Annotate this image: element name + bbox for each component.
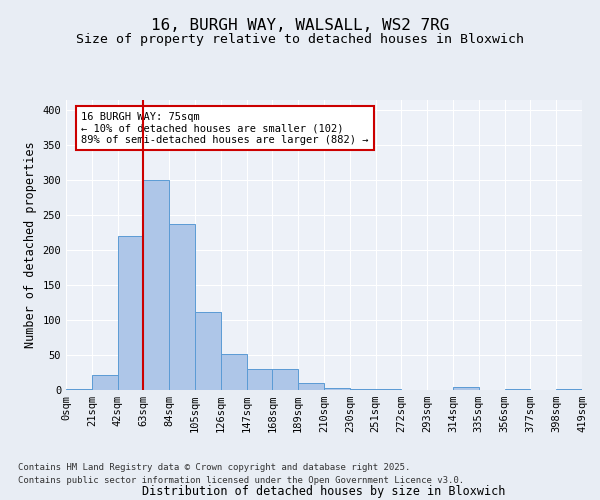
- Text: Contains HM Land Registry data © Crown copyright and database right 2025.: Contains HM Land Registry data © Crown c…: [18, 464, 410, 472]
- X-axis label: Distribution of detached houses by size in Bloxwich: Distribution of detached houses by size …: [142, 485, 506, 498]
- Bar: [169, 224, 195, 390]
- Bar: [453, 386, 479, 390]
- Bar: [556, 388, 582, 390]
- Text: 16 BURGH WAY: 75sqm
← 10% of detached houses are smaller (102)
89% of semi-detac: 16 BURGH WAY: 75sqm ← 10% of detached ho…: [82, 112, 369, 145]
- Bar: [92, 374, 118, 390]
- Bar: [221, 354, 247, 390]
- Bar: [195, 312, 221, 390]
- Bar: [324, 388, 350, 390]
- Bar: [298, 383, 324, 390]
- Bar: [143, 180, 169, 390]
- Text: 16, BURGH WAY, WALSALL, WS2 7RG: 16, BURGH WAY, WALSALL, WS2 7RG: [151, 18, 449, 32]
- Y-axis label: Number of detached properties: Number of detached properties: [24, 142, 37, 348]
- Text: Contains public sector information licensed under the Open Government Licence v3: Contains public sector information licen…: [18, 476, 464, 485]
- Text: Size of property relative to detached houses in Bloxwich: Size of property relative to detached ho…: [76, 32, 524, 46]
- Bar: [66, 388, 92, 390]
- Bar: [118, 236, 143, 390]
- Bar: [272, 369, 298, 390]
- Bar: [505, 388, 530, 390]
- Bar: [247, 369, 272, 390]
